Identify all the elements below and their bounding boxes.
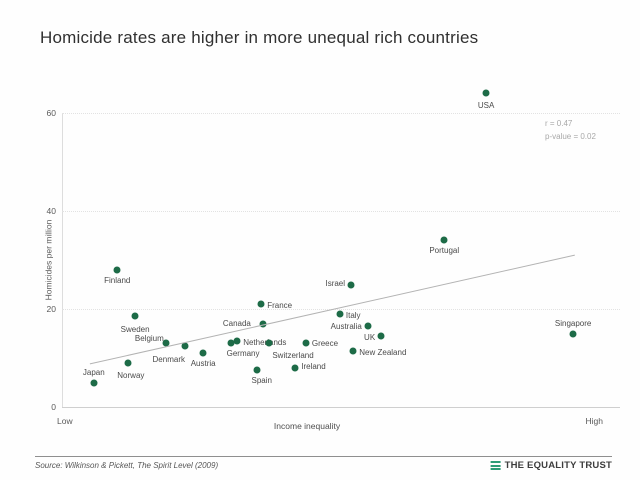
data-label-denmark: Denmark	[152, 354, 185, 364]
data-point-singapore	[569, 330, 577, 337]
data-point-spain	[253, 366, 261, 374]
equals-bars-icon	[490, 461, 501, 470]
data-point-greece	[302, 339, 310, 347]
x-axis-title: Income inequality	[273, 421, 341, 431]
source-note: Source: Wilkinson & Pickett, The Spirit …	[35, 461, 219, 470]
data-point-denmark	[181, 342, 189, 350]
data-label-usa: USA	[477, 101, 495, 111]
data-point-norway	[124, 359, 132, 367]
y-tick-20: 20	[46, 304, 56, 314]
data-point-ireland	[291, 364, 299, 372]
data-label-austria: Austria	[190, 359, 216, 369]
data-point-sweden	[131, 312, 139, 320]
equality-trust-logo: THE EQUALITY TRUST	[490, 460, 612, 471]
y-axis-line	[62, 113, 63, 407]
data-point-canada	[259, 320, 267, 328]
data-label-israel: Israel	[325, 278, 346, 288]
data-label-germany: Germany	[226, 349, 260, 359]
data-point-japan	[90, 379, 98, 386]
data-point-australia	[364, 322, 372, 330]
data-point-usa	[482, 89, 490, 97]
data-label-greece: Greece	[311, 339, 339, 349]
data-label-sweden: Sweden	[120, 325, 150, 335]
data-point-austria	[199, 349, 207, 357]
data-label-portugal: Portugal	[429, 246, 460, 256]
x-axis-low-label: Low	[57, 416, 73, 426]
y-axis-title: Homicides per million	[43, 219, 54, 301]
data-label-singapore: Singapore	[554, 318, 592, 328]
footer-divider	[35, 456, 612, 457]
gridline-60	[62, 113, 620, 114]
stats-annotation: r = 0.47 p-value = 0.02	[545, 117, 596, 143]
x-axis-high-label: High	[585, 416, 603, 426]
data-label-canada: Canada	[222, 318, 251, 328]
y-tick-40: 40	[46, 206, 56, 216]
data-label-ireland: Ireland	[301, 361, 326, 371]
data-point-portugal	[440, 236, 448, 244]
data-label-switzerland: Switzerland	[272, 351, 314, 361]
data-label-belgium: Belgium	[134, 334, 164, 344]
r-value-text: r = 0.47	[545, 119, 573, 128]
y-tick-0: 0	[51, 402, 56, 412]
data-point-switzerland	[265, 339, 273, 347]
data-label-spain: Spain	[251, 376, 272, 386]
data-point-france	[257, 300, 265, 308]
data-label-japan: Japan	[82, 367, 105, 377]
gridline-40	[62, 211, 620, 212]
data-label-australia: Australia	[330, 322, 362, 332]
data-point-uk	[377, 332, 385, 340]
y-tick-60: 60	[46, 108, 56, 118]
data-point-new-zealand	[349, 347, 357, 355]
data-point-italy	[336, 310, 344, 318]
data-label-italy: Italy	[345, 310, 361, 320]
data-label-finland: Finland	[104, 275, 131, 285]
x-axis-line	[62, 407, 620, 408]
data-label-new-zealand: New Zealand	[359, 347, 407, 357]
chart-title: Homicide rates are higher in more unequa…	[40, 28, 479, 47]
data-point-finland	[113, 266, 121, 274]
data-label-norway: Norway	[117, 370, 145, 380]
data-label-france: France	[267, 301, 293, 311]
data-point-israel	[347, 281, 355, 288]
data-label-uk: UK	[364, 332, 376, 342]
data-point-netherlands	[233, 337, 241, 345]
p-value-text: p-value = 0.02	[545, 132, 596, 141]
logo-text: THE EQUALITY TRUST	[504, 460, 612, 471]
